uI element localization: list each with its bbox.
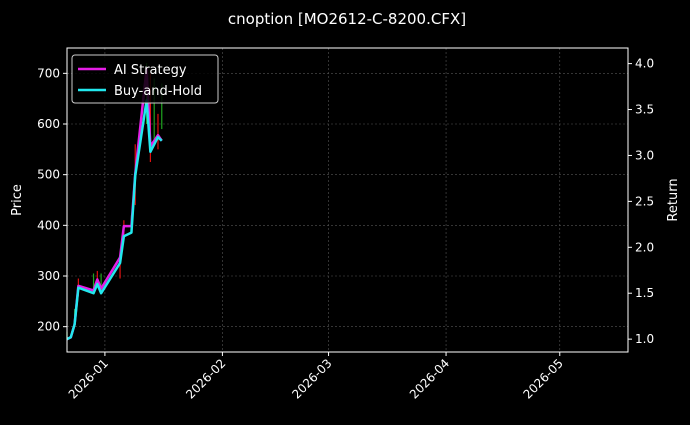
series-line-buy-and-hold <box>66 99 163 341</box>
x-axis: 2026-01 2026-02 2026-03 2026-04 2026-05 <box>66 352 566 402</box>
series-lines <box>66 66 163 341</box>
plot-frame <box>66 47 629 353</box>
y-tick-label-left: 200 <box>37 320 60 334</box>
x-tick-label: 2026-05 <box>521 356 566 401</box>
y-tick-label-left: 300 <box>37 269 60 283</box>
y-tick-label-left: 400 <box>37 218 60 232</box>
legend: AI Strategy Buy-and-Hold <box>71 54 219 104</box>
y-axis-right: 1.0 1.5 2.0 2.5 3.0 3.5 4.0 <box>628 57 654 346</box>
y-tick-label-left: 600 <box>37 117 60 131</box>
y-tick-label-right: 3.0 <box>635 148 654 162</box>
y-tick-label-left: 700 <box>37 66 60 80</box>
x-tick-label: 2026-01 <box>66 356 111 401</box>
y-tick-label-right: 1.0 <box>635 332 654 346</box>
y-label-left: Price <box>10 184 25 216</box>
y-tick-label-left: 500 <box>37 168 60 182</box>
y-tick-label-right: 2.5 <box>635 194 654 208</box>
legend-label-ai: AI Strategy <box>114 63 187 78</box>
grid <box>67 48 628 352</box>
x-tick-label: 2026-03 <box>289 356 334 401</box>
y-tick-label-right: 1.5 <box>635 286 654 300</box>
legend-label-bh: Buy-and-Hold <box>114 84 202 99</box>
y-tick-label-right: 4.0 <box>635 57 654 71</box>
y-axis-left: 200 300 400 500 600 700 <box>37 66 67 334</box>
chart-title: cnoption [MO2612-C-8200.CFX] <box>228 10 466 28</box>
y-label-right: Return <box>666 178 681 221</box>
x-tick-label: 2026-02 <box>183 356 228 401</box>
y-tick-label-right: 3.5 <box>635 103 654 117</box>
x-tick-label: 2026-04 <box>407 356 452 401</box>
y-tick-label-right: 2.0 <box>635 240 654 254</box>
